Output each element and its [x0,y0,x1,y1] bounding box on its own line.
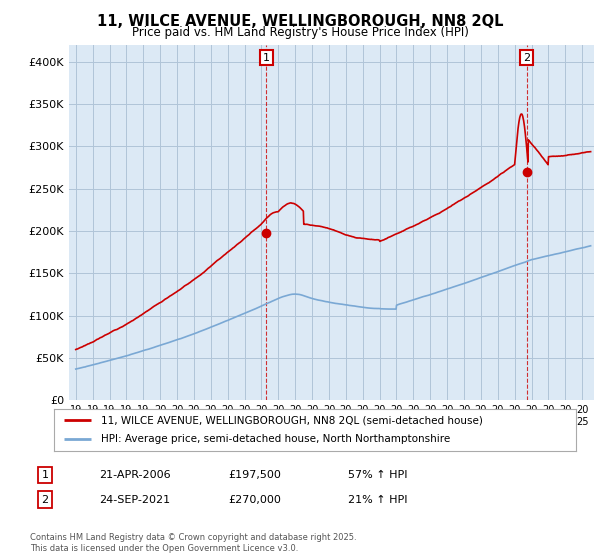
Text: 1: 1 [41,470,49,480]
Text: 57% ↑ HPI: 57% ↑ HPI [348,470,407,480]
Text: HPI: Average price, semi-detached house, North Northamptonshire: HPI: Average price, semi-detached house,… [101,435,450,445]
Text: 21% ↑ HPI: 21% ↑ HPI [348,494,407,505]
Text: 1: 1 [263,53,270,63]
Text: 11, WILCE AVENUE, WELLINGBOROUGH, NN8 2QL: 11, WILCE AVENUE, WELLINGBOROUGH, NN8 2Q… [97,14,503,29]
Text: 11, WILCE AVENUE, WELLINGBOROUGH, NN8 2QL (semi-detached house): 11, WILCE AVENUE, WELLINGBOROUGH, NN8 2Q… [101,415,483,425]
Text: 24-SEP-2021: 24-SEP-2021 [99,494,170,505]
Text: £197,500: £197,500 [228,470,281,480]
Text: 2: 2 [41,494,49,505]
Text: Price paid vs. HM Land Registry's House Price Index (HPI): Price paid vs. HM Land Registry's House … [131,26,469,39]
Text: 2: 2 [523,53,530,63]
Text: 21-APR-2006: 21-APR-2006 [99,470,170,480]
Text: £270,000: £270,000 [228,494,281,505]
Text: Contains HM Land Registry data © Crown copyright and database right 2025.
This d: Contains HM Land Registry data © Crown c… [30,533,356,553]
